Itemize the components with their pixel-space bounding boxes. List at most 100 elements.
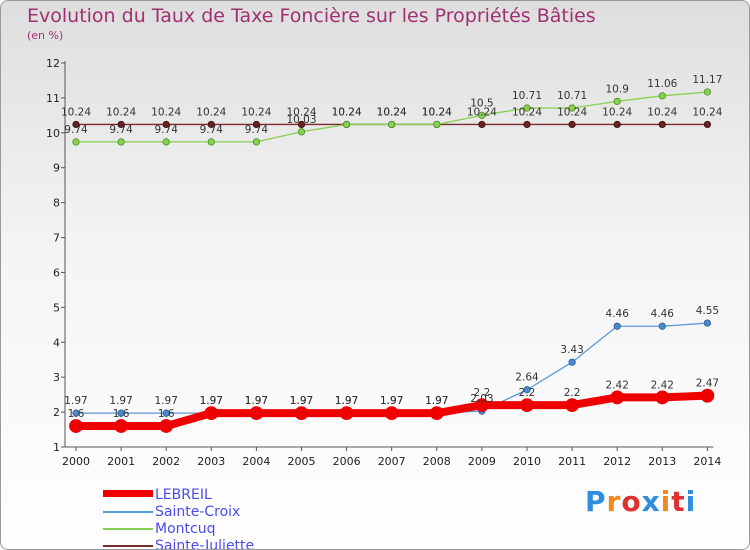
data-point (433, 120, 441, 129)
data-point (252, 120, 260, 129)
data-point (613, 120, 621, 129)
data-label: 1.6 (158, 408, 175, 420)
data-label: 10.24 (106, 106, 136, 118)
data-point (568, 104, 576, 112)
data-label: 1.97 (290, 395, 313, 407)
data-label: 1.97 (380, 395, 403, 407)
x-tick-label: 2006 (333, 455, 361, 468)
data-label: 10.24 (61, 106, 91, 118)
data-label: 9.74 (64, 124, 88, 136)
data-point (523, 386, 531, 394)
x-tick-label: 2010 (513, 455, 541, 468)
data-label: 1.97 (109, 395, 132, 407)
y-tick-label: 9 (53, 162, 60, 175)
data-label: 1.97 (425, 395, 448, 407)
data-label: 10.03 (286, 114, 316, 126)
data-label: 10.24 (286, 106, 316, 118)
logo-letter: i (685, 485, 697, 518)
data-label: 10.24 (332, 106, 362, 118)
logo-letter: P (585, 485, 607, 518)
y-tick-label: 3 (53, 371, 60, 384)
data-point (69, 419, 83, 433)
data-label: 2.2 (474, 387, 491, 399)
data-label: 10.24 (196, 106, 226, 118)
chart-title: Evolution du Taux de Taxe Foncière sur l… (27, 5, 596, 27)
data-label: 1.97 (290, 395, 313, 407)
x-tick-label: 2013 (648, 455, 676, 468)
data-label: 10.5 (470, 97, 493, 109)
data-point (568, 120, 576, 129)
data-label: 10.71 (557, 90, 587, 102)
y-tick-label: 12 (46, 57, 60, 70)
data-label: 2.42 (606, 379, 629, 391)
data-label: 2.47 (696, 378, 719, 390)
data-label: 4.55 (696, 305, 719, 317)
x-tick-label: 2000 (62, 455, 90, 468)
logo-letter: o (621, 485, 642, 518)
data-point (207, 138, 215, 146)
y-tick-label: 6 (53, 266, 60, 279)
data-label: 2.42 (651, 379, 674, 391)
data-point (297, 128, 306, 136)
legend-label: Sainte-Croix (155, 504, 241, 520)
data-label: 10.24 (377, 106, 407, 118)
data-label: 1.6 (113, 408, 130, 420)
legend-swatch (103, 545, 153, 547)
y-tick-label: 2 (53, 406, 60, 419)
data-point (703, 88, 712, 96)
data-point (613, 97, 621, 106)
data-label: 2.2 (564, 387, 581, 399)
legend-label: Montcuq (155, 521, 216, 537)
y-tick-label: 8 (53, 197, 60, 210)
data-label: 10.24 (241, 106, 271, 118)
data-label: 1.97 (380, 395, 403, 407)
data-point (658, 322, 666, 330)
data-label: 1.97 (200, 395, 223, 407)
data-point (429, 406, 444, 421)
data-label: 10.24 (647, 106, 677, 118)
data-point (520, 398, 534, 413)
data-point (342, 120, 351, 129)
data-label: 2.64 (515, 372, 539, 384)
data-point (252, 138, 260, 146)
data-point (703, 120, 712, 129)
data-point (207, 120, 215, 129)
x-tick-label: 2001 (107, 455, 135, 468)
legend-swatch (103, 528, 153, 530)
data-point (703, 319, 712, 327)
x-tick-label: 2012 (603, 455, 631, 468)
data-point (478, 111, 486, 119)
data-label: 10.24 (602, 106, 632, 118)
data-label: 10.24 (557, 106, 587, 118)
proxiti-logo: Proxiti (585, 485, 696, 518)
data-point (297, 120, 306, 129)
x-tick-label: 2007 (378, 455, 406, 468)
logo-letter: x (641, 485, 661, 518)
data-point (478, 120, 486, 129)
data-label: 10.24 (692, 106, 722, 118)
data-point (72, 120, 80, 129)
data-label: 2.03 (470, 393, 493, 405)
data-label: 1.97 (155, 395, 178, 407)
data-point (613, 322, 621, 330)
x-tick-label: 2009 (468, 455, 496, 468)
data-label: 1.97 (335, 395, 358, 407)
data-point (117, 120, 125, 129)
y-tick-label: 10 (46, 127, 60, 140)
data-label: 1.97 (245, 395, 268, 407)
logo-letter: r (606, 485, 622, 518)
data-point (523, 120, 531, 129)
legend-swatch (103, 511, 153, 513)
data-label: 10.24 (512, 106, 542, 118)
x-tick-label: 2004 (242, 455, 270, 468)
data-label: 4.46 (651, 308, 675, 320)
data-point (249, 406, 264, 421)
data-point (162, 138, 170, 146)
data-label: 2.2 (519, 387, 536, 399)
data-label: 9.74 (200, 124, 224, 136)
data-point (658, 92, 666, 100)
data-label: 10.9 (606, 83, 629, 95)
data-label: 10.71 (512, 90, 542, 102)
